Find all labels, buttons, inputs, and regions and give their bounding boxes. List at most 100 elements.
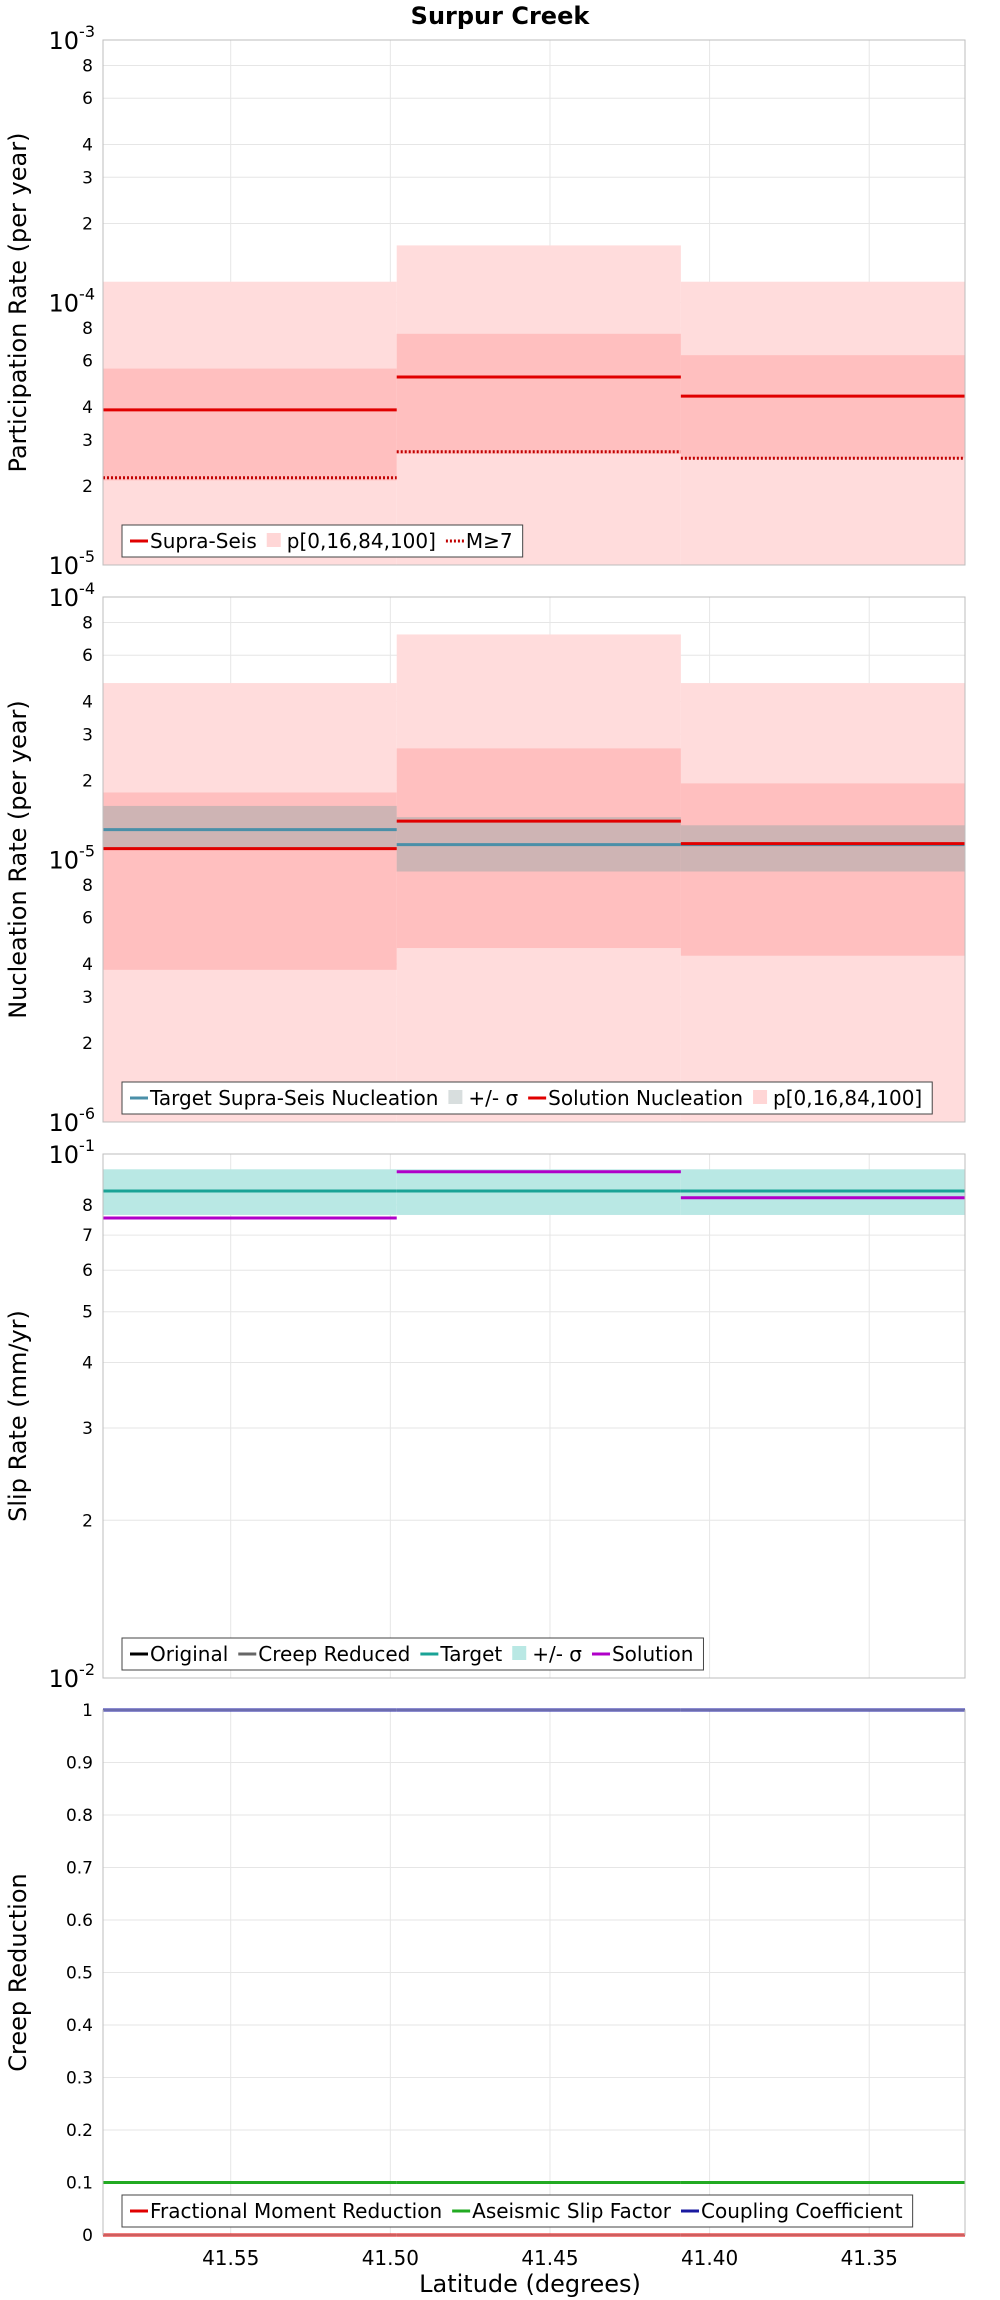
legend: Target Supra-Seis Nucleation +/- σ Solutio… [121,1081,933,1115]
y-tick-exponent: -3 [79,22,95,41]
legend-swatch [448,1090,463,1104]
plot-frame [102,596,966,1123]
y-tick-exponent: -2 [79,1660,95,1679]
y-tick-label: 2 [82,214,93,234]
y-tick-label: 10-4 [49,285,96,318]
y-tick-exponent: -6 [79,1104,95,1123]
y-axis-label: Slip Rate (mm/yr) [4,1310,32,1522]
uncertainty-band [396,333,681,454]
y-tick-base: 10 [49,1665,80,1693]
y-tick-label: 3 [82,988,93,1008]
x-tick-label: 41.35 [841,2246,898,2270]
y-axis-label: Participation Rate (per year) [4,133,32,473]
uncertainty-band [680,825,965,872]
uncertainty-band [103,368,397,481]
y-tick-exponent: -5 [79,547,95,566]
legend: Supra-Seis p[0,16,84,100] M≥7 [121,524,524,558]
y-tick-label: 4 [82,955,93,975]
legend-swatch [266,533,281,547]
y-axis-label: Nucleation Rate (per year) [4,700,32,1019]
y-tick-label: 2 [82,1511,93,1531]
legend: Original Creep Reduced Target +/- σ Solution [121,1637,704,1671]
y-tick-exponent: -4 [79,285,95,304]
y-tick-base: 10 [49,584,80,612]
y-tick-exponent: -4 [79,579,95,598]
y-tick-exponent: -1 [79,1136,95,1155]
y-tick-label: 10-3 [49,22,96,55]
y-tick-label: 2 [82,477,93,497]
legend-swatch [753,1090,768,1104]
legend-label: Fractional Moment Reduction [150,2199,442,2223]
legend-label: M≥7 [466,529,513,553]
legend-label: Target Supra-Seis Nucleation [149,1086,438,1110]
y-tick-label: 8 [82,613,93,633]
y-tick-label: 7 [82,1226,93,1246]
legend-label: Original [150,1642,228,1666]
y-tick-label: 3 [82,1419,93,1439]
y-tick-label: 6 [82,89,93,109]
y-tick-label: 0.8 [66,1806,93,1826]
y-tick-base: 10 [49,1109,80,1137]
x-tick-label: 41.40 [681,2246,738,2270]
y-tick-label: 5 [82,1303,93,1323]
y-axis-label: Creep Reduction [4,1873,32,2071]
legend-label: +/- σ [468,1086,518,1110]
y-tick-label: 0.9 [66,1754,93,1774]
legend-label: Creep Reduced [258,1642,410,1666]
y-tick-label: 2 [82,771,93,791]
y-tick-label: 0.7 [66,1859,93,1879]
y-tick-label: 0.2 [66,2121,93,2141]
legend-label: +/- σ [532,1642,582,1666]
y-tick-label: 10-5 [49,842,96,875]
legend-label: Solution [612,1642,693,1666]
legend-label: Aseismic Slip Factor [472,2199,672,2223]
y-tick-label: 4 [82,398,93,418]
y-tick-label: 6 [82,352,93,372]
x-tick-label: 41.55 [202,2246,259,2270]
y-tick-base: 10 [49,27,80,55]
y-tick-label: 10-4 [49,579,96,612]
y-tick-label: 10-1 [49,1136,96,1169]
chart-title: Surpur Creek [411,2,591,30]
legend-label: p[0,16,84,100] [287,529,436,553]
y-tick-label: 1 [82,1701,93,1721]
y-tick-label: 10-5 [49,547,96,580]
y-tick-base: 10 [49,290,80,318]
x-tick-label: 41.50 [362,2246,419,2270]
legend-label: Supra-Seis [150,529,257,553]
x-tick-label: 41.45 [521,2246,578,2270]
y-tick-label: 6 [82,909,93,929]
y-tick-label: 10-6 [49,1104,96,1137]
y-tick-label: 8 [82,56,93,76]
y-tick-label: 0 [82,2226,93,2246]
y-tick-label: 2 [82,1034,93,1054]
y-tick-base: 10 [49,552,80,580]
y-tick-label: 3 [82,168,93,188]
y-tick-label: 0.4 [66,2016,93,2036]
uncertainty-band [103,805,397,849]
plot-frame [102,1709,966,2236]
y-tick-label: 8 [82,1196,93,1216]
y-tick-label: 0.1 [66,2174,93,2194]
plot-frame [102,39,966,566]
y-tick-label: 8 [82,876,93,896]
x-axis-label: Latitude (degrees) [419,2270,641,2298]
legend-label: Target [439,1642,502,1666]
y-tick-label: 3 [82,431,93,451]
y-tick-label: 4 [82,1354,93,1374]
y-tick-label: 0.5 [66,1964,93,1984]
y-tick-label: 3 [82,725,93,745]
legend-label: Solution Nucleation [548,1086,743,1110]
y-tick-label: 8 [82,319,93,339]
y-tick-label: 4 [82,692,93,712]
y-tick-base: 10 [49,847,80,875]
plot-frame [102,1153,966,1679]
legend-box [121,1081,933,1115]
y-tick-base: 10 [49,1141,80,1169]
y-tick-label: 10-2 [49,1660,96,1693]
y-tick-label: 0.3 [66,2069,93,2089]
y-tick-exponent: -5 [79,842,95,861]
